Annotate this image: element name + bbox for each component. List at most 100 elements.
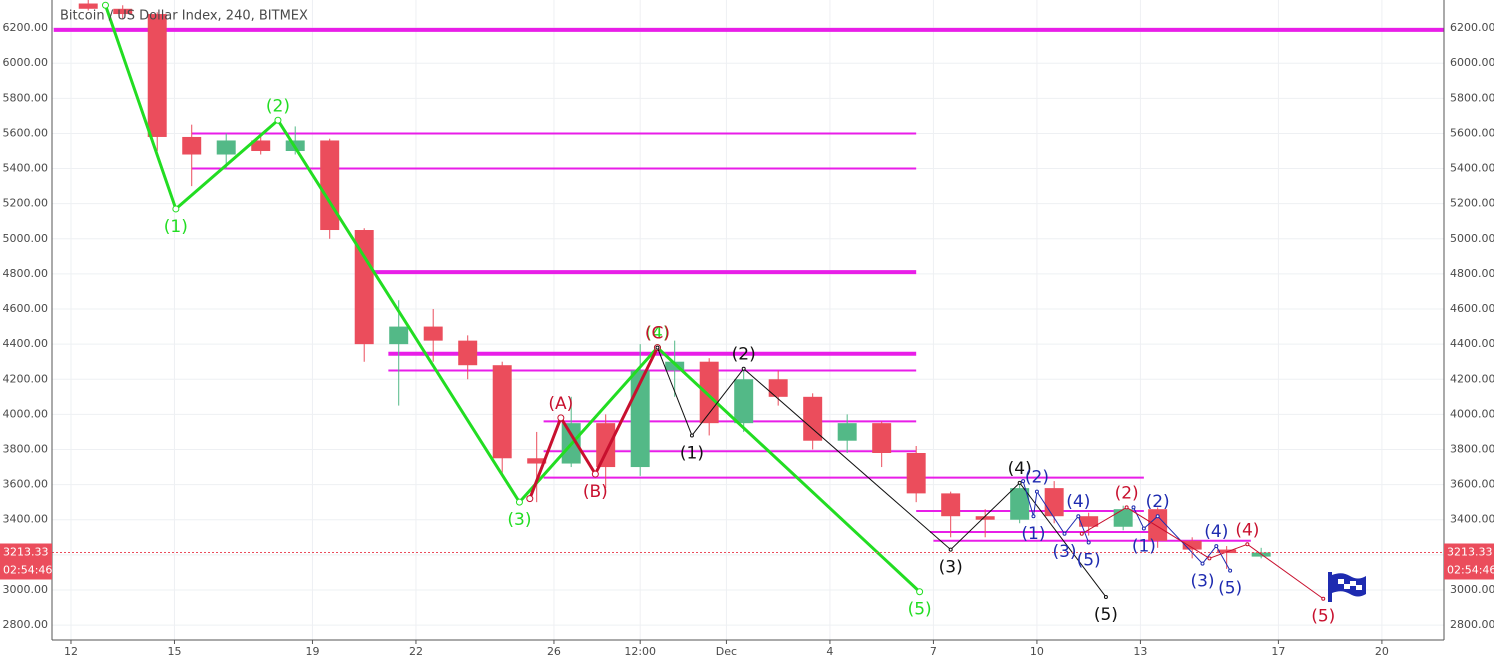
wave-point <box>1245 542 1250 547</box>
y-tick-label: 5000.00 <box>3 232 49 245</box>
plot-area <box>52 0 1444 640</box>
wave-label: (4) <box>1235 520 1259 540</box>
x-tick-label: 13 <box>1133 645 1147 658</box>
wave-point <box>1079 531 1084 536</box>
candle-body <box>389 326 409 345</box>
y-tick-label: 5800.00 <box>3 91 49 104</box>
y-tick-label: 3800.00 <box>3 442 49 455</box>
y-tick-label: 2800.00 <box>3 618 49 631</box>
y-tick-label-right: 5400.00 <box>1450 162 1494 175</box>
price-tag <box>0 543 52 562</box>
wave-label: (1) <box>1021 524 1045 544</box>
wave-point <box>101 1 109 9</box>
wave-line <box>656 347 1107 598</box>
wave-label: (5) <box>1311 607 1335 627</box>
candle-body <box>182 136 202 155</box>
y-tick-label-right: 2800.00 <box>1450 618 1494 631</box>
wave-point <box>1062 531 1067 536</box>
candle-body <box>458 340 478 366</box>
wave-point <box>1207 556 1212 561</box>
candle-body <box>665 361 685 371</box>
candle-body <box>1044 488 1064 517</box>
x-tick-label: 10 <box>1030 645 1044 658</box>
wave-label: (3) <box>507 510 531 530</box>
wave-point <box>948 547 953 552</box>
y-tick-label-right: 5000.00 <box>1450 232 1494 245</box>
candle-body <box>1217 549 1237 554</box>
wave-point <box>1131 505 1136 510</box>
x-tick-label: 19 <box>305 645 319 658</box>
countdown-label: 02:54:46 <box>1447 564 1494 577</box>
y-tick-label: 4000.00 <box>3 407 49 420</box>
y-tick-label: 4200.00 <box>3 372 49 385</box>
wave-label: (1) <box>680 443 704 463</box>
y-tick-label: 3000.00 <box>3 583 49 596</box>
wave-label: (3) <box>1190 572 1214 592</box>
wave-point <box>1321 596 1326 601</box>
wave-label: (2) <box>1146 492 1170 512</box>
y-tick-label-right: 6200.00 <box>1450 21 1494 34</box>
x-tick-label: 12:00 <box>624 645 656 658</box>
countdown-label: 02:54:46 <box>3 564 52 577</box>
candle-body <box>423 326 443 341</box>
wave-label: (3) <box>939 558 963 578</box>
candle-body <box>768 379 788 397</box>
y-tick-label-right: 5800.00 <box>1450 91 1494 104</box>
wave-point <box>557 414 565 422</box>
wave-label: (2) <box>732 345 756 365</box>
wave-point <box>741 366 746 371</box>
wave-line <box>1022 480 1090 543</box>
y-tick-label-right: 5200.00 <box>1450 197 1494 210</box>
y-tick-label: 3600.00 <box>3 478 49 491</box>
x-tick-label: 12 <box>64 645 78 658</box>
wave-point <box>1076 514 1081 519</box>
candle-body <box>1113 509 1133 527</box>
wave-label: (A) <box>548 394 573 414</box>
y-tick-label-right: 4800.00 <box>1450 267 1494 280</box>
y-tick-label: 3400.00 <box>3 513 49 526</box>
wave-point <box>172 205 180 213</box>
flag-icon <box>1328 572 1366 602</box>
wave-point <box>1124 505 1129 510</box>
price-tag <box>1444 543 1494 562</box>
wave-point <box>655 345 660 350</box>
wave-label: (5) <box>1077 551 1101 571</box>
y-tick-label-right: 4400.00 <box>1450 337 1494 350</box>
wave-label: (2) <box>1025 468 1049 488</box>
wave-point <box>689 433 694 438</box>
candle-body <box>906 453 926 494</box>
y-tick-label: 4800.00 <box>3 267 49 280</box>
y-tick-label: 5200.00 <box>3 197 49 210</box>
wave-label: (1) <box>164 217 188 237</box>
wave-point <box>1086 540 1091 545</box>
wave-label: (C) <box>645 324 670 344</box>
wave-label: (4) <box>645 324 669 344</box>
wave-point <box>1017 480 1022 485</box>
x-tick-label: 17 <box>1271 645 1285 658</box>
x-tick-label: 7 <box>930 645 937 658</box>
wave-point <box>1103 594 1108 599</box>
chart-title: Bitcoin / US Dollar Index, 240, BITMEX <box>60 9 308 24</box>
y-tick-label-right: 3000.00 <box>1450 583 1494 596</box>
y-tick-label: 4400.00 <box>3 337 49 350</box>
wave-point <box>1214 544 1219 549</box>
wave-label: (B) <box>583 482 608 502</box>
wave-point <box>1034 489 1039 494</box>
y-tick-label: 6000.00 <box>3 56 49 69</box>
wave-line <box>528 346 659 500</box>
y-tick-label-right: 3800.00 <box>1450 442 1494 455</box>
candle-body <box>492 365 512 459</box>
candle-body <box>975 516 995 520</box>
candle-body <box>872 423 892 454</box>
wave-label: (5) <box>908 600 932 620</box>
candle-body <box>941 493 961 517</box>
candle-body <box>78 3 98 9</box>
y-tick-label: 4600.00 <box>3 302 49 315</box>
wave-point <box>1021 479 1026 484</box>
candle-body <box>113 8 133 15</box>
y-tick-label: 5400.00 <box>3 162 49 175</box>
x-tick-label: 4 <box>826 645 833 658</box>
wave-label: (4) <box>1008 459 1032 479</box>
